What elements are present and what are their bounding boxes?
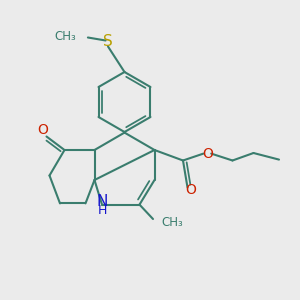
Text: O: O xyxy=(185,184,196,197)
Text: O: O xyxy=(37,123,48,137)
Text: CH₃: CH₃ xyxy=(161,216,183,230)
Text: S: S xyxy=(103,34,113,50)
Text: H: H xyxy=(97,203,107,217)
Text: O: O xyxy=(202,147,213,160)
Text: N: N xyxy=(96,194,108,208)
Text: CH₃: CH₃ xyxy=(55,30,76,43)
